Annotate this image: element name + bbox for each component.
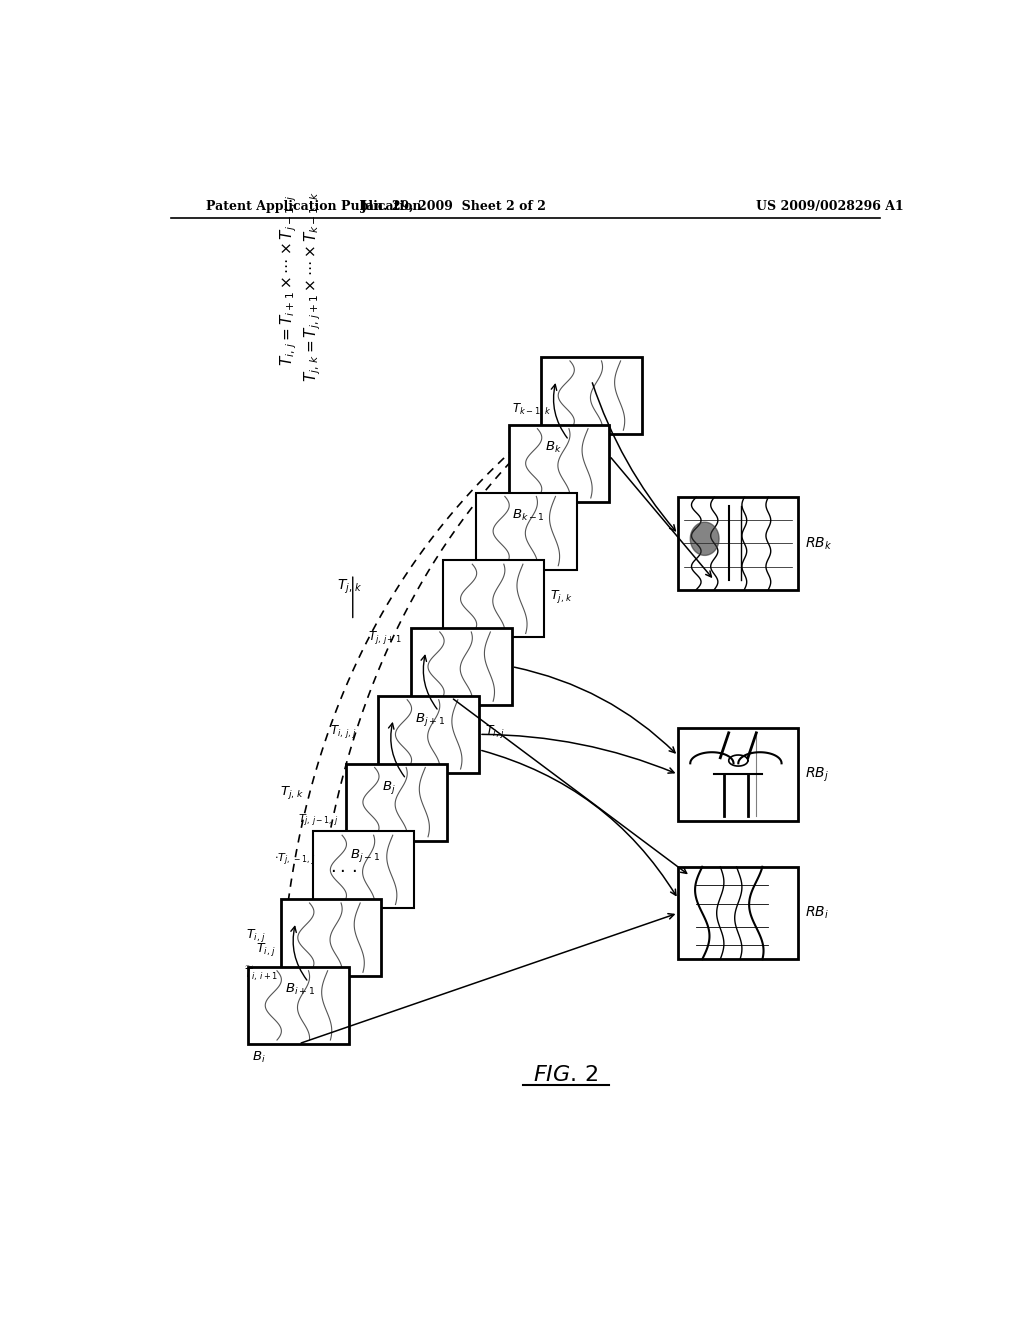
Bar [248,966,349,1044]
Text: $T_{j,\,j-1,\,j}$: $T_{j,\,j-1,\,j}$ [298,813,338,829]
Bar [541,358,642,434]
Text: $T_{i,\,j}$: $T_{i,\,j}$ [256,941,276,957]
Text: $T_{i,\,j}$: $T_{i,\,j}$ [246,927,266,944]
Text: $RB_i$: $RB_i$ [805,904,828,921]
Text: Patent Application Publication: Patent Application Publication [206,199,421,213]
Bar [281,899,381,977]
Text: $B_k$: $B_k$ [545,441,562,455]
Text: $B_{k-1}$: $B_{k-1}$ [512,508,545,523]
Bar [346,763,446,841]
Polygon shape [690,523,719,556]
Text: $T_{j,\,k}$: $T_{j,\,k}$ [280,784,304,800]
Text: $T_{k-1,\,k}$: $T_{k-1,\,k}$ [512,403,552,418]
Text: $B_{j-1}$: $B_{j-1}$ [349,847,380,863]
Bar [678,729,799,821]
Text: $B_i$: $B_i$ [252,1051,265,1065]
Text: Jan. 29, 2009  Sheet 2 of 2: Jan. 29, 2009 Sheet 2 of 2 [360,199,547,213]
Text: $\cdot\cdot\cdot$: $\cdot\cdot\cdot$ [330,861,357,879]
Text: $T_{j,\,k}$: $T_{j,\,k}$ [550,587,573,605]
Text: $T_{j,\,k}$: $T_{j,\,k}$ [337,578,362,597]
Bar [678,867,799,960]
Text: $RB_k$: $RB_k$ [805,535,831,552]
Bar [378,696,479,774]
Bar [476,492,577,570]
Text: $B_{j+1}$: $B_{j+1}$ [415,711,444,729]
Text: $RB_j$: $RB_j$ [805,766,828,784]
Bar [509,425,609,502]
Text: $T_{j,\,k}=T_{j,\,j+1}\times\cdots\times T_{k-1,\,k}$: $T_{j,\,k}=T_{j,\,j+1}\times\cdots\times… [302,190,323,381]
Text: $B_j$: $B_j$ [382,779,396,796]
Text: $T_{j,\,j+1}$: $T_{j,\,j+1}$ [369,628,402,645]
Bar [313,832,414,908]
Bar [443,561,544,638]
Text: $\widetilde{T}_{i,\,i+1}$: $\widetilde{T}_{i,\,i+1}$ [245,965,279,983]
Text: $\cdot T_{j,\,-1,\,j}$: $\cdot T_{j,\,-1,\,j}$ [274,851,316,869]
Text: $T_{i,\,j,\,j}$: $T_{i,\,j,\,j}$ [331,723,357,741]
Bar [411,628,512,705]
Bar [678,498,799,590]
Text: $\mathit{FIG.\,2}$: $\mathit{FIG.\,2}$ [534,1064,599,1085]
Text: US 2009/0028296 A1: US 2009/0028296 A1 [756,199,903,213]
Text: $T_{i,\,j}=T_{i+1}\times\cdots\times T_{j-1,\,j}$: $T_{i,\,j}=T_{i+1}\times\cdots\times T_{… [279,195,299,367]
Text: $B_{i+1}$: $B_{i+1}$ [285,982,314,998]
Text: $T_{i,\,j}$: $T_{i,\,j}$ [485,723,506,741]
